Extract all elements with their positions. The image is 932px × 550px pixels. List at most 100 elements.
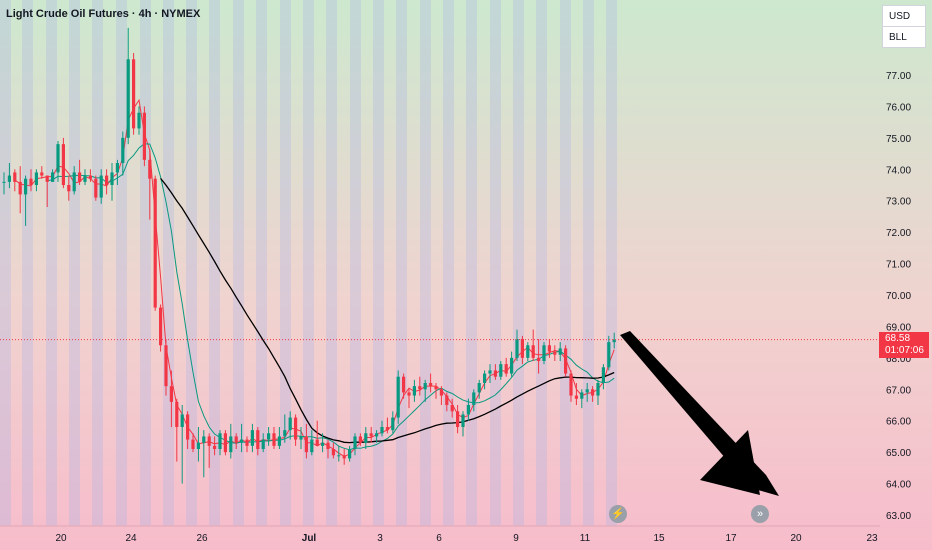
price-tick-label: 75.00	[886, 134, 911, 145]
lightning-icon[interactable]: ⚡	[609, 505, 627, 523]
session-band	[490, 0, 501, 526]
candle-body	[402, 376, 406, 393]
session-band	[186, 0, 197, 526]
time-tick-label: 9	[513, 533, 519, 544]
time-tick-label: 20	[55, 533, 67, 544]
candle-body	[34, 172, 38, 185]
candle-body	[396, 376, 400, 418]
candle-body	[331, 449, 335, 456]
candle-body	[456, 411, 460, 427]
candle-body	[466, 405, 470, 415]
session-band	[536, 0, 547, 526]
candle-body	[115, 163, 119, 173]
candle-body	[418, 386, 422, 390]
session-band	[373, 0, 384, 526]
candle-body	[326, 442, 330, 449]
candle-body	[196, 442, 200, 449]
candle-body	[148, 159, 152, 179]
session-band	[46, 0, 57, 526]
time-tick-label: 26	[196, 533, 208, 544]
candle-body	[218, 433, 222, 449]
candle-body	[207, 436, 211, 446]
price-tick-label: 68.00	[886, 354, 911, 365]
candle-body	[391, 417, 395, 431]
candle-body	[558, 348, 562, 355]
candle-body	[429, 383, 433, 387]
session-band	[606, 0, 617, 526]
candle-body	[40, 172, 44, 176]
price-tick-label: 65.00	[886, 448, 911, 459]
price-tick-label: 64.00	[886, 480, 911, 491]
candle-body	[542, 345, 546, 361]
price-axis: 77.00 76.00 75.00 74.00 73.00 72.00 71.00 70.00…	[886, 71, 911, 522]
candle-body	[24, 178, 28, 195]
time-tick-label: 23	[866, 533, 878, 544]
candle-body	[580, 392, 584, 399]
candle-body	[504, 364, 508, 374]
candle-body	[153, 178, 157, 308]
forecast-arrow-head	[700, 430, 760, 495]
candle-body	[510, 357, 514, 374]
candle-body	[256, 430, 260, 449]
price-tick-label: 67.00	[886, 385, 911, 396]
candle-body	[272, 433, 276, 446]
candle-body	[364, 433, 368, 443]
candle-body	[13, 172, 17, 182]
candle-body	[2, 181, 6, 183]
time-axis: 20 24 26 Jul 3 6 9 11 15 17 20 23	[55, 533, 878, 544]
price-tick-label: 70.00	[886, 291, 911, 302]
candle-body	[434, 386, 438, 390]
session-band	[466, 0, 477, 526]
session-band	[303, 0, 314, 526]
candle-body	[78, 172, 82, 182]
fast-forward-icon[interactable]: »	[751, 505, 769, 523]
candle-series	[2, 27, 616, 484]
time-tick-label: Jul	[302, 533, 317, 544]
price-tick-label: 69.00	[886, 322, 911, 333]
candle-body	[88, 175, 92, 179]
candle-body	[137, 112, 141, 129]
session-band	[350, 0, 361, 526]
time-tick-label: 17	[725, 533, 737, 544]
candle-body	[310, 439, 314, 453]
candle-body	[169, 386, 173, 402]
candle-body	[607, 342, 611, 368]
unit-selector[interactable]: BLL	[882, 26, 926, 48]
candle-body	[407, 392, 411, 396]
price-tick-label: 72.00	[886, 228, 911, 239]
moving-average-line	[14, 98, 615, 457]
candle-body	[353, 436, 357, 449]
candle-body	[250, 430, 254, 446]
candle-body	[7, 175, 11, 182]
candle-body	[515, 339, 519, 358]
candle-body	[380, 427, 384, 434]
symbol-title: Light Crude Oil Futures · 4h · NYMEX	[6, 8, 201, 20]
candle-body	[67, 185, 71, 192]
candle-body	[412, 386, 416, 396]
candle-body	[488, 370, 492, 374]
candle-body	[72, 172, 76, 192]
moving-average-line	[47, 143, 615, 451]
candle-body	[245, 439, 249, 446]
currency-selector[interactable]: USD	[882, 5, 926, 27]
candle-body	[99, 175, 103, 198]
session-band	[0, 0, 11, 526]
candle-body	[596, 383, 600, 396]
candle-body	[132, 59, 136, 129]
candle-body	[164, 345, 168, 387]
session-bands	[0, 0, 617, 526]
candle-body	[348, 449, 352, 459]
candle-body	[191, 439, 195, 449]
session-band	[209, 0, 220, 526]
candle-body	[423, 383, 427, 390]
candle-body	[547, 345, 551, 352]
candle-body	[277, 436, 281, 446]
session-band	[256, 0, 267, 526]
candle-body	[45, 175, 49, 182]
candle-body	[175, 401, 179, 427]
session-band	[420, 0, 431, 526]
candle-body	[461, 414, 465, 427]
session-band	[583, 0, 594, 526]
